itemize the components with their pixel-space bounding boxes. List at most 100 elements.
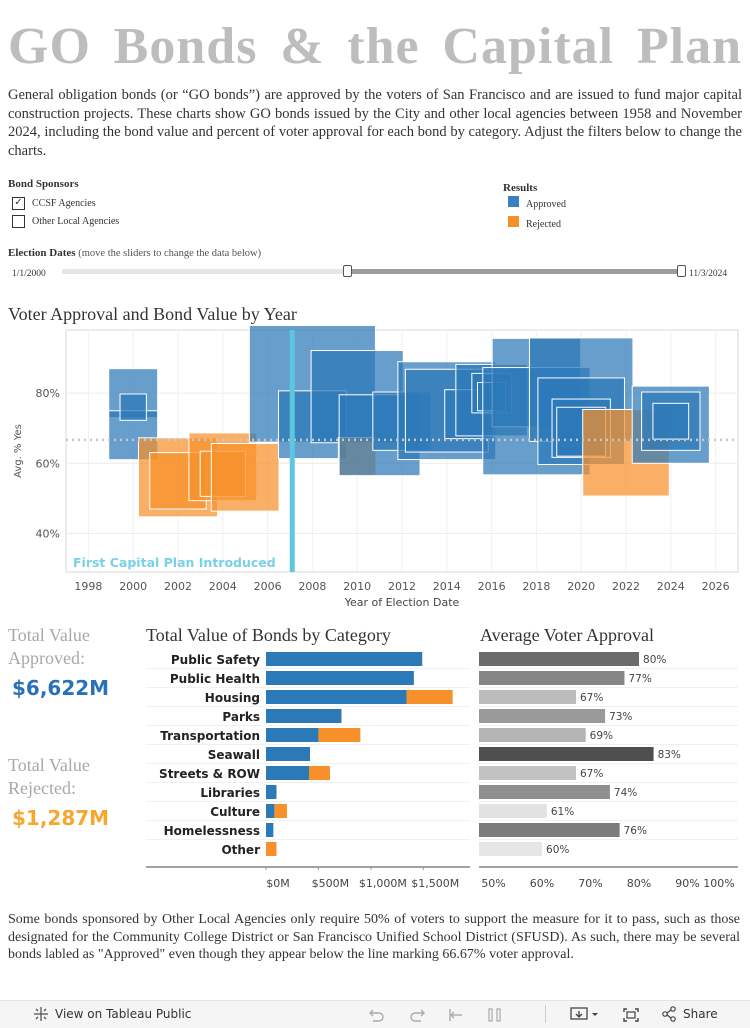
approval-data-label: 83% bbox=[658, 749, 681, 761]
x-tick-label: 2026 bbox=[702, 580, 730, 593]
date-min-label: 1/1/2000 bbox=[12, 269, 46, 279]
approval-bar bbox=[479, 671, 625, 685]
sponsors-filter-label: Bond Sponsors bbox=[8, 178, 79, 190]
intro-paragraph: General obligation bonds (or “GO bonds”)… bbox=[8, 87, 742, 159]
approved-value-bar bbox=[266, 709, 342, 723]
x-tick-label: 2006 bbox=[254, 580, 282, 593]
legend-label: Approved bbox=[526, 199, 566, 210]
kpi-approved-label-1: Total Value bbox=[8, 625, 90, 645]
approved-bond-mark bbox=[119, 393, 147, 421]
category-bar-charts: Public Safety 80% Public Health 77% Housing 6… bbox=[146, 652, 738, 888]
approval-bar bbox=[479, 747, 654, 761]
category-label: Libraries bbox=[200, 786, 260, 800]
approved-value-bar bbox=[266, 804, 275, 818]
redo-icon[interactable] bbox=[408, 1007, 426, 1023]
approved-value-bar bbox=[266, 766, 309, 780]
approved-value-bar bbox=[266, 728, 319, 742]
approved-value-bar bbox=[266, 652, 423, 666]
value-tick-label: $500M bbox=[312, 877, 350, 888]
kpi-approved-label-2: Approved: bbox=[8, 648, 85, 668]
approval-bar bbox=[479, 766, 576, 780]
scatter-title: Voter Approval and Bond Value by Year bbox=[8, 304, 297, 324]
rejected-value-bar bbox=[318, 728, 361, 742]
x-tick-label: 2004 bbox=[209, 580, 237, 593]
x-tick-label: 2002 bbox=[164, 580, 192, 593]
date-filter-label-row: Election Dates (move the sliders to chan… bbox=[8, 247, 261, 259]
sponsor-option-other[interactable]: Other Local Agencies bbox=[12, 212, 119, 230]
revert-icon[interactable] bbox=[446, 1007, 464, 1023]
checkbox-checked-icon[interactable]: ✓ bbox=[12, 196, 25, 210]
tableau-toolbar: View on Tableau Public Share bbox=[0, 1000, 750, 1028]
x-tick-label: 2008 bbox=[298, 580, 326, 593]
y-tick-label: 40% bbox=[36, 527, 60, 540]
tableau-logo-icon bbox=[34, 1007, 48, 1021]
sponsor-option-ccsf[interactable]: ✓ CCSF Agencies bbox=[12, 194, 119, 212]
approval-data-label: 77% bbox=[628, 673, 651, 685]
value-tick-label: $1,000M bbox=[359, 877, 407, 888]
category-label: Public Health bbox=[170, 672, 260, 686]
value-tick-label: $0M bbox=[266, 877, 290, 888]
pause-icon[interactable] bbox=[486, 1007, 504, 1023]
legend-item-approved[interactable]: Approved bbox=[508, 196, 566, 216]
x-tick-label: 2014 bbox=[433, 580, 461, 593]
approved-value-bar bbox=[266, 690, 407, 704]
approval-data-label: 73% bbox=[609, 711, 632, 723]
category-label: Culture bbox=[210, 805, 260, 819]
date-filter-label: Election Dates bbox=[8, 247, 76, 259]
rejected-value-bar bbox=[308, 766, 330, 780]
approval-bar bbox=[479, 823, 620, 837]
share-button[interactable]: Share bbox=[661, 1006, 718, 1022]
undo-icon[interactable] bbox=[368, 1007, 386, 1023]
category-label: Homelessness bbox=[164, 824, 260, 838]
kpi-rejected-value: $1,287M bbox=[12, 806, 110, 830]
approval-tick-label: 90% bbox=[675, 877, 699, 888]
category-label: Parks bbox=[222, 710, 260, 724]
date-slider-start-handle[interactable] bbox=[343, 265, 353, 277]
x-tick-label: 2020 bbox=[567, 580, 595, 593]
approval-tick-label: 100% bbox=[703, 877, 734, 888]
approved-swatch bbox=[508, 196, 519, 207]
date-slider-range bbox=[347, 269, 682, 274]
checkbox-unchecked-icon[interactable] bbox=[12, 214, 25, 228]
approval-bar bbox=[479, 728, 586, 742]
view-on-tableau-link[interactable]: View on Tableau Public bbox=[33, 1006, 191, 1022]
date-filter-hint: (move the sliders to change the data bel… bbox=[78, 248, 262, 259]
category-label: Streets & ROW bbox=[159, 767, 260, 781]
rejected-value-bar bbox=[274, 804, 287, 818]
x-tick-label: 2024 bbox=[657, 580, 685, 593]
rejected-bond-mark bbox=[210, 442, 280, 512]
approval-bar bbox=[479, 842, 543, 856]
kpi-rejected: Total Value Rejected: $1,287M bbox=[8, 754, 109, 830]
approved-bond-mark bbox=[652, 402, 690, 440]
fullscreen-icon[interactable] bbox=[622, 1007, 640, 1023]
category-label: Seawall bbox=[208, 748, 260, 762]
value-tick-label: $1,500M bbox=[411, 877, 459, 888]
download-icon[interactable] bbox=[570, 1007, 600, 1023]
approval-tick-label: 60% bbox=[530, 877, 554, 888]
sponsor-option-label: Other Local Agencies bbox=[32, 215, 120, 227]
share-label: Share bbox=[683, 1007, 718, 1021]
x-tick-label: 1998 bbox=[74, 580, 102, 593]
y-axis-label: Avg. % Yes bbox=[13, 424, 24, 478]
toolbar-divider bbox=[545, 1005, 546, 1023]
footer-note: Some bonds sponsored by Other Local Agen… bbox=[8, 912, 740, 962]
date-slider-track[interactable] bbox=[62, 265, 686, 277]
value-chart-title: Total Value of Bonds by Category bbox=[146, 625, 391, 645]
legend-item-rejected[interactable]: Rejected bbox=[508, 216, 566, 236]
x-axis-label: Year of Election Date bbox=[344, 596, 460, 609]
approval-bar bbox=[479, 690, 576, 704]
approval-data-label: 74% bbox=[614, 787, 637, 799]
x-tick-label: 2018 bbox=[522, 580, 550, 593]
approval-data-label: 67% bbox=[580, 768, 603, 780]
kpi-rejected-label-2: Rejected: bbox=[8, 778, 76, 798]
approval-bar bbox=[479, 709, 606, 723]
date-max-label: 11/3/2024 bbox=[689, 269, 728, 279]
category-label: Other bbox=[221, 843, 260, 857]
rejected-swatch bbox=[508, 216, 519, 227]
sponsors-filter: ✓ CCSF Agencies Other Local Agencies bbox=[12, 194, 119, 230]
x-tick-label: 2022 bbox=[612, 580, 640, 593]
date-slider-end-handle[interactable] bbox=[677, 265, 686, 277]
approval-data-label: 61% bbox=[551, 806, 574, 818]
kpi-rejected-label-1: Total Value bbox=[8, 755, 90, 775]
approval-data-label: 60% bbox=[546, 844, 569, 856]
